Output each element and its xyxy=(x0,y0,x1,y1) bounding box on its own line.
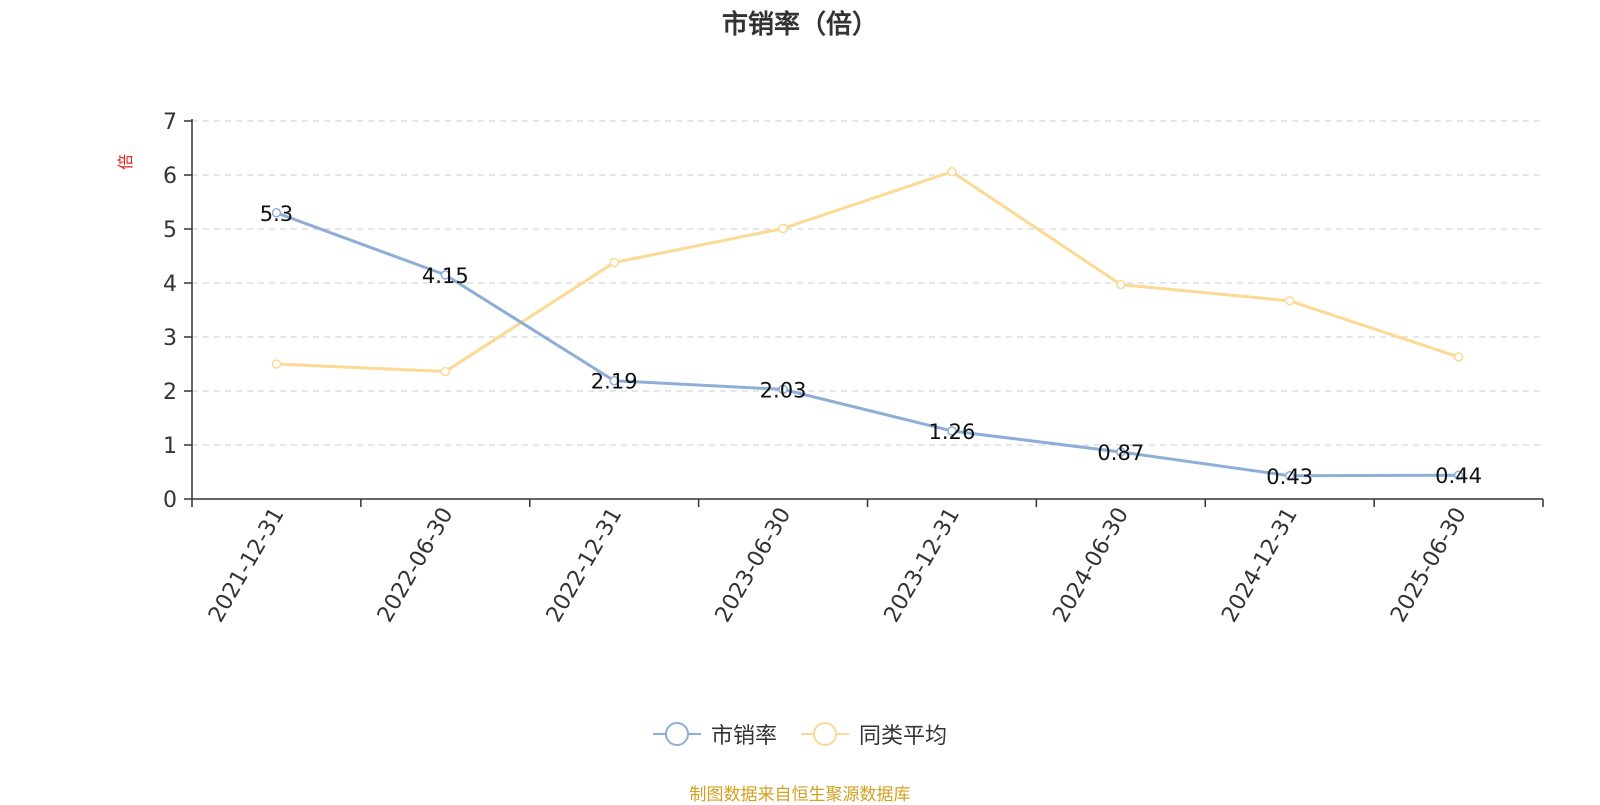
x-tick-label: 2024-06-30 xyxy=(1048,504,1134,627)
y-tick-label: 7 xyxy=(163,110,177,135)
x-tick-label: 2023-12-31 xyxy=(880,504,966,627)
x-tick-label: 2023-06-30 xyxy=(711,504,797,627)
legend-item-series-0[interactable]: 市销率 xyxy=(652,718,777,750)
data-label: 1.26 xyxy=(929,420,976,444)
data-point-1 xyxy=(271,359,282,369)
data-point-1 xyxy=(947,167,957,177)
y-tick-label: 0 xyxy=(163,488,177,513)
data-point-1 xyxy=(778,223,788,234)
legend: 市销率 同类平均 xyxy=(0,718,1600,750)
data-point-0 xyxy=(1284,471,1295,481)
y-axis-unit-label: 倍 xyxy=(116,154,135,170)
data-point-0 xyxy=(271,208,282,218)
data-label: 4.15 xyxy=(422,264,469,288)
data-point-1 xyxy=(1453,352,1464,362)
data-point-0 xyxy=(778,384,788,395)
x-tick-label: 2024-12-31 xyxy=(1217,504,1303,627)
data-label: 0.87 xyxy=(1097,441,1144,465)
x-tick-label: 2022-12-31 xyxy=(542,504,628,627)
y-tick-label: 5 xyxy=(163,218,177,243)
line-chart: 0 1 2 3 4 5 6 7 2021-12-31 2022-06-30 2022-12-31 20… xyxy=(116,110,1544,627)
data-label: 5.3 xyxy=(260,202,293,226)
legend-label: 同类平均 xyxy=(859,724,948,749)
series-lines xyxy=(271,167,1464,481)
chart-title: 市销率（倍） xyxy=(721,10,878,40)
data-label: 2.19 xyxy=(591,370,638,394)
legend-item-series-1[interactable]: 同类平均 xyxy=(801,718,947,750)
legend-label: 市销率 xyxy=(710,724,777,749)
legend-marker-icon xyxy=(801,722,849,746)
data-point-0 xyxy=(440,270,451,280)
x-tick-label: 2021-12-31 xyxy=(204,504,290,627)
data-point-1 xyxy=(1284,296,1295,306)
y-tick-label: 6 xyxy=(163,164,177,189)
series-line-0 xyxy=(275,211,1459,478)
data-point-0 xyxy=(947,426,957,436)
data-point-0 xyxy=(609,375,619,386)
data-point-1 xyxy=(1116,279,1126,290)
data-label: 0.43 xyxy=(1266,465,1313,489)
y-tick-label: 2 xyxy=(163,380,177,405)
legend-marker-icon xyxy=(652,722,701,746)
data-point-0 xyxy=(1116,447,1126,457)
y-tick-label: 3 xyxy=(163,326,177,351)
x-tick-label: 2022-06-30 xyxy=(373,504,459,627)
data-labels: 5.3 4.15 2.19 2.03 1.26 0.87 0.43 0.44 xyxy=(260,202,1482,489)
y-tick-label: 4 xyxy=(163,272,177,297)
source-note: 制图数据来自恒生聚源数据库 xyxy=(689,785,911,805)
data-point-0 xyxy=(1453,470,1464,480)
grid-lines xyxy=(192,120,1543,446)
data-label: 2.03 xyxy=(760,378,807,402)
data-point-1 xyxy=(440,366,451,377)
x-tick-label: 2025-06-30 xyxy=(1386,504,1472,627)
data-point-1 xyxy=(609,257,619,268)
series-line-1 xyxy=(276,170,1460,374)
data-label: 0.44 xyxy=(1435,464,1482,488)
y-tick-label: 1 xyxy=(163,434,177,459)
